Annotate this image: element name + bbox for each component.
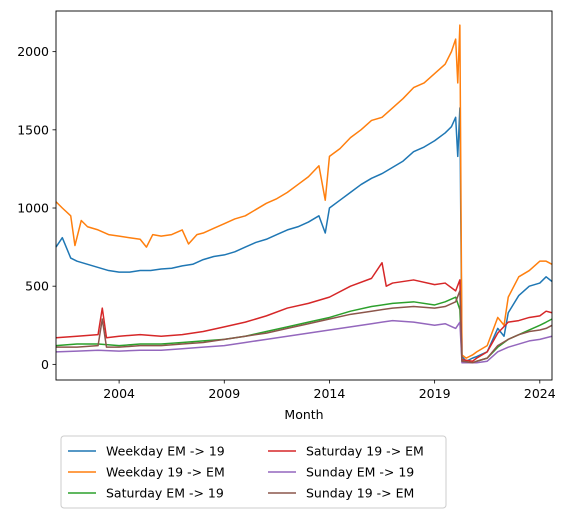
series-line-5 [55,319,553,364]
y-tick-label: 1500 [17,122,49,137]
series-layer [55,24,553,364]
x-tick-label: 2014 [314,386,346,401]
legend-label: Sunday 19 -> EM [306,486,414,501]
series-line-4 [55,261,553,362]
legend: Weekday EM -> 19 Weekday 19 -> EM Saturday… [60,435,447,509]
legend-label: Saturday 19 -> EM [306,444,424,459]
y-tick-label: 500 [25,279,49,294]
legend-label: Saturday EM -> 19 [106,486,224,501]
legend-label: Weekday EM -> 19 [106,444,225,459]
y-tick-label: 1000 [17,201,49,216]
legend-label: Weekday 19 -> EM [106,465,225,480]
x-tick-label: 2019 [419,386,451,401]
y-axis: 0 500 1000 1500 2000 [17,44,56,372]
y-tick-label: 0 [41,357,49,372]
x-axis: 2004 2009 2014 2019 2024 [103,380,556,401]
series-line-3 [55,296,553,364]
legend-label: Sunday EM -> 19 [306,465,414,480]
y-tick-label: 2000 [17,44,49,59]
x-tick-label: 2024 [524,386,556,401]
series-line-1 [55,107,553,362]
legend-box [60,435,447,509]
x-axis-title: Month [284,407,323,422]
x-tick-label: 2004 [103,386,135,401]
x-tick-label: 2009 [208,386,240,401]
plot-frame [55,10,553,381]
series-line-2 [55,24,553,359]
series-line-6 [56,290,553,364]
